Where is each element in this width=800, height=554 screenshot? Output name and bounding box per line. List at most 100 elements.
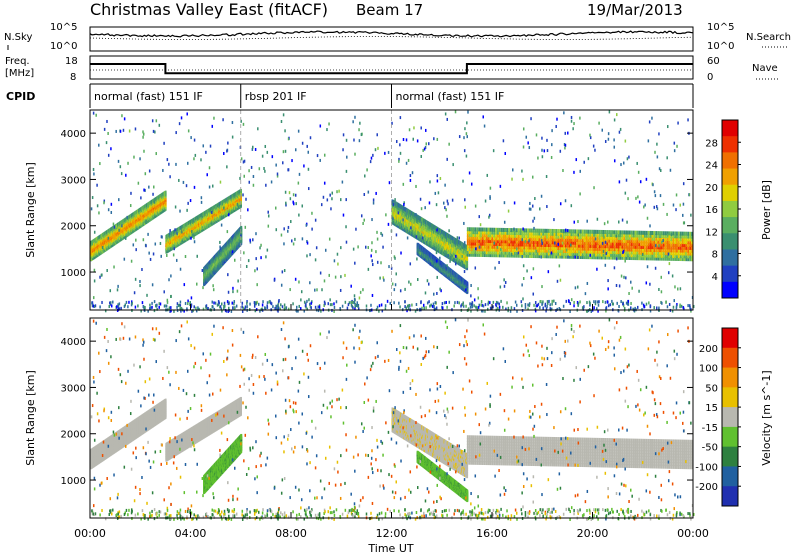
freq-label-1: Freq. <box>5 56 30 67</box>
station-title: Christmas Valley East (fitACF) <box>90 0 328 19</box>
power-cell <box>487 230 490 235</box>
power-cell <box>472 227 475 232</box>
power-cell <box>476 247 479 252</box>
power-cell <box>478 241 481 246</box>
power-cell <box>495 244 497 249</box>
power-cell <box>485 233 488 238</box>
power-cell <box>497 253 499 258</box>
noise-left-tick-bottom: 10^0 <box>50 41 77 52</box>
power-cell <box>478 252 481 257</box>
power-cell <box>483 247 486 252</box>
power-cell <box>476 244 479 249</box>
power-cell <box>478 235 481 240</box>
power-cell <box>485 253 488 258</box>
power-cell <box>481 250 484 255</box>
power-cell <box>480 252 482 257</box>
power-cell <box>474 235 477 240</box>
power-cell <box>480 247 482 252</box>
power-cell <box>476 252 479 257</box>
power-cell <box>489 247 492 252</box>
power-cell <box>483 227 486 232</box>
power-cell <box>485 230 488 235</box>
power-cell <box>481 230 484 235</box>
cpid-mode-label: normal (fast) 151 IF <box>396 90 505 103</box>
power-cell <box>483 238 486 243</box>
power-cell <box>487 236 490 241</box>
cpid-mode-label: normal (fast) 151 IF <box>94 90 203 103</box>
power-cell <box>493 239 496 244</box>
power-cell <box>487 233 490 238</box>
power-cell <box>466 227 469 232</box>
power-cell <box>485 241 488 246</box>
power-cell <box>472 249 475 254</box>
power-cell <box>491 250 494 255</box>
power-cell <box>483 241 486 246</box>
nave-tick-bottom: 0 <box>707 72 713 83</box>
power-cell <box>489 233 492 238</box>
date-label: 19/Mar/2013 <box>587 1 683 19</box>
power-cell <box>466 232 469 237</box>
power-cell <box>491 253 494 258</box>
power-cell <box>495 247 497 252</box>
power-cell <box>478 238 481 243</box>
power-cell <box>493 253 496 258</box>
noise-search-label: N.Search <box>746 32 791 43</box>
power-cell <box>474 244 477 249</box>
power-cell <box>483 233 486 238</box>
power-cell <box>491 239 494 244</box>
power-cell <box>476 235 479 240</box>
power-cell <box>476 241 479 246</box>
noise-right-tick-bottom: 10^0 <box>707 41 734 52</box>
power-cell <box>495 253 497 258</box>
power-cell <box>483 253 486 258</box>
power-cell <box>481 236 484 241</box>
power-cell <box>468 227 471 232</box>
power-cell <box>495 241 497 246</box>
power-cell <box>481 233 484 238</box>
power-cell <box>476 250 479 255</box>
power-cell <box>485 250 488 255</box>
power-cell <box>495 230 497 235</box>
power-cell <box>495 227 497 232</box>
power-cell <box>472 238 475 243</box>
power-cell <box>487 241 490 246</box>
power-cell <box>481 238 484 243</box>
power-cell <box>495 236 497 241</box>
power-cell <box>468 252 471 257</box>
power-cell <box>474 230 477 235</box>
power-cell <box>480 235 482 240</box>
power-cell <box>474 241 477 246</box>
power-cell <box>466 244 469 249</box>
power-cell <box>485 244 488 249</box>
power-cell <box>491 227 494 232</box>
power-cell <box>470 241 473 246</box>
power-cell <box>240 225 243 230</box>
power-cell <box>491 236 494 241</box>
power-cell <box>493 227 496 232</box>
power-cell <box>485 236 488 241</box>
power-cell <box>466 235 469 240</box>
power-cell <box>472 230 475 235</box>
power-cell <box>480 250 482 255</box>
power-cell <box>470 230 473 235</box>
power-cell <box>497 247 499 252</box>
power-cell <box>497 241 499 246</box>
power-cell <box>466 238 469 243</box>
power-cell <box>476 238 479 243</box>
cpid-mode-label: rbsp 201 IF <box>245 90 307 103</box>
power-cell <box>470 235 473 240</box>
power-cell <box>491 244 494 249</box>
power-cell <box>483 230 486 235</box>
cpid-panel: CPID normal (fast) 151 IF rbsp 201 IF norm… <box>6 83 694 108</box>
noise-sky-line <box>89 30 694 38</box>
power-cell <box>466 241 469 246</box>
power-cell <box>489 230 492 235</box>
power-cell <box>472 247 475 252</box>
power-cell <box>466 261 469 266</box>
power-cell <box>485 247 488 252</box>
freq-label-2: [MHz] <box>5 68 34 79</box>
power-cell <box>466 230 469 235</box>
power-cell <box>468 235 471 240</box>
